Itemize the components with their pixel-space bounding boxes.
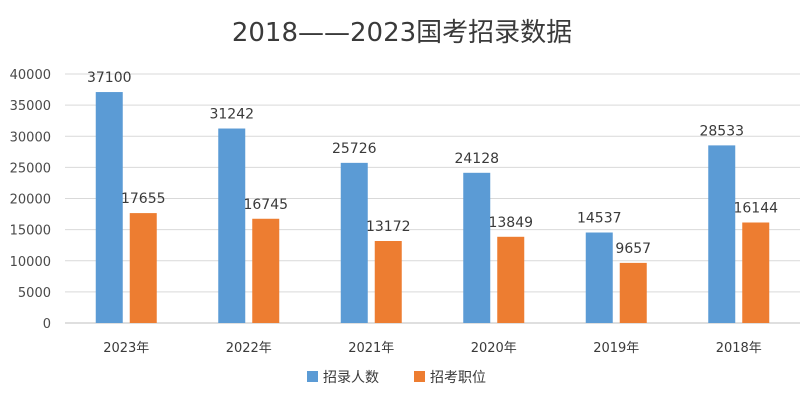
bar-positions bbox=[497, 236, 525, 323]
y-axis-ticks: 0 5000 10000 15000 20000 25000 30000 35000 40000 bbox=[10, 68, 51, 332]
x-tick-label: 2022年 bbox=[226, 341, 272, 356]
gridlines bbox=[65, 73, 800, 324]
legend: 招录人数 招考职位 bbox=[307, 370, 486, 386]
data-label: 16144 bbox=[733, 201, 778, 217]
data-labels: 37100 17655 31242 16745 25726 13172 24128 13849… bbox=[87, 70, 778, 257]
x-tick-label: 2019年 bbox=[593, 341, 639, 356]
x-axis-ticks: 2023年 2022年 2021年 2020年 2019年 2018年 bbox=[103, 341, 762, 356]
data-label: 25726 bbox=[332, 141, 377, 157]
x-tick-label: 2020年 bbox=[471, 341, 517, 356]
data-label: 28533 bbox=[699, 123, 744, 139]
y-tick-label: 15000 bbox=[10, 224, 51, 239]
data-label: 14537 bbox=[577, 211, 622, 227]
y-tick-label: 20000 bbox=[10, 193, 51, 208]
bar-positions bbox=[374, 241, 402, 323]
legend-swatch bbox=[307, 371, 318, 382]
data-label: 24128 bbox=[454, 151, 499, 167]
data-label: 37100 bbox=[87, 70, 132, 86]
y-tick-label: 35000 bbox=[10, 99, 51, 114]
y-tick-label: 40000 bbox=[10, 68, 51, 83]
y-tick-label: 30000 bbox=[10, 130, 51, 145]
chart-title: 2018——2023国考招录数据 bbox=[232, 18, 572, 48]
bar-positions bbox=[252, 218, 280, 323]
bar-positions bbox=[742, 222, 770, 323]
data-label: 13172 bbox=[366, 219, 411, 235]
data-label: 9657 bbox=[615, 241, 651, 257]
x-tick-label: 2023年 bbox=[103, 341, 149, 356]
x-tick-label: 2021年 bbox=[348, 341, 394, 356]
y-tick-label: 5000 bbox=[18, 286, 51, 301]
bar-positions bbox=[129, 213, 157, 323]
bar-recruits bbox=[218, 128, 246, 323]
bar-recruits bbox=[95, 92, 123, 324]
x-tick-label: 2018年 bbox=[716, 341, 762, 356]
legend-swatch bbox=[414, 371, 425, 382]
data-label: 17655 bbox=[121, 191, 166, 207]
y-tick-label: 0 bbox=[43, 317, 51, 332]
legend-label: 招录人数 bbox=[323, 370, 379, 386]
bar-positions bbox=[619, 262, 647, 323]
y-tick-label: 25000 bbox=[10, 161, 51, 176]
y-tick-label: 10000 bbox=[10, 255, 51, 270]
bars bbox=[95, 92, 770, 324]
data-label: 16745 bbox=[243, 197, 288, 213]
bar-recruits bbox=[708, 145, 736, 323]
bar-recruits bbox=[463, 172, 491, 323]
bar-recruits bbox=[585, 232, 613, 323]
data-label: 31242 bbox=[209, 107, 254, 123]
data-label: 13849 bbox=[488, 215, 533, 231]
bar-recruits bbox=[340, 162, 368, 323]
legend-label: 招考职位 bbox=[430, 370, 486, 386]
